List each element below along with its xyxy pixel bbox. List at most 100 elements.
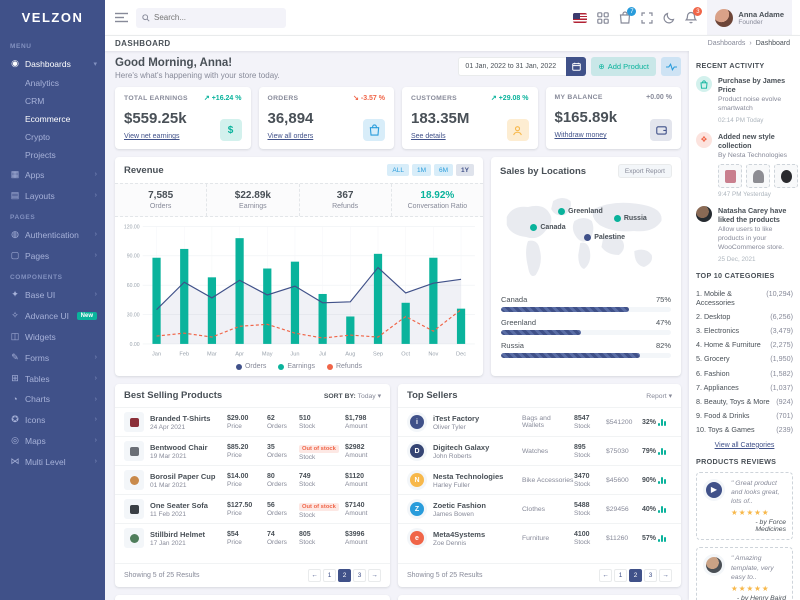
seller-logo: Z (407, 499, 427, 519)
view-all-categories-link[interactable]: View all Categories (714, 441, 775, 449)
apps-grid-button[interactable] (597, 11, 610, 24)
sort-by-dropdown[interactable]: SORT BY: Today ▾ (323, 392, 381, 400)
range-1y-button[interactable]: 1Y (456, 164, 474, 176)
category-row[interactable]: 4. Home & Furniture (2,275) (696, 340, 793, 350)
dark-mode-button[interactable] (663, 12, 675, 24)
page-2-button[interactable]: 2 (629, 569, 642, 582)
page-3-button[interactable]: 3 (353, 569, 366, 582)
sidebar-item-projects[interactable]: Projects (25, 150, 56, 160)
view-all-orders-link[interactable]: View all orders (267, 133, 314, 140)
location-row-canada: Canada 75% (501, 295, 671, 312)
range-1m-button[interactable]: 1M (411, 164, 432, 176)
sidebar-item-multi-level[interactable]: ⋈ Multi Level › (10, 456, 98, 467)
category-row[interactable]: 9. Food & Drinks (701) (696, 411, 793, 421)
sidebar-item-base-ui[interactable]: ✦ Base UI › (11, 289, 97, 300)
seller-row[interactable]: D Digitech Galaxy John Roberts Watches 89… (398, 436, 681, 465)
panel-toggle-button[interactable] (661, 57, 681, 76)
category-row[interactable]: 2. Desktop (6,256) (696, 311, 793, 321)
layouts-icon: ▤ (10, 190, 20, 200)
prev-page-button[interactable]: ← (308, 569, 321, 582)
seller-row[interactable]: Z Zoetic Fashion James Bowen Clothes 5488… (398, 494, 681, 523)
sidebar-item-advance-ui[interactable]: ✧ Advance UI New (0, 305, 105, 326)
map-marker-greenland[interactable]: Greenland (558, 208, 603, 216)
withdraw-money-link[interactable]: Withdraw money (554, 132, 607, 139)
next-page-button[interactable]: → (368, 569, 381, 582)
page-1-button[interactable]: 1 (614, 569, 627, 582)
prev-page-button[interactable]: ← (599, 569, 612, 582)
category-row[interactable]: 10. Toys & Games (239) (696, 425, 793, 435)
seller-row[interactable]: N Nesta Technologies Harley Fuller Bike A… (398, 465, 681, 494)
product-row[interactable]: Branded T-Shirts 24 Apr 2021 $29.00 Price … (115, 407, 390, 436)
page-3-button[interactable]: 3 (644, 569, 657, 582)
sidebar-item-widgets[interactable]: ◫ Widgets (10, 331, 56, 342)
review-card[interactable]: ▶ " Great product and looks great, lots … (696, 471, 793, 541)
notifications-button[interactable]: 3 (685, 7, 703, 24)
category-row[interactable]: 5. Grocery (1,950) (696, 354, 793, 364)
date-range-input[interactable] (458, 57, 567, 76)
activity-item[interactable]: Natasha Carey have liked the products Al… (696, 206, 793, 263)
product-row[interactable]: Stillbird Helmet 17 Jan 2021 $54 Price 74 O… (115, 523, 390, 552)
export-report-button[interactable]: Export Report (617, 164, 672, 178)
map-marker-palestine[interactable]: Palestine (584, 234, 625, 242)
product-image (124, 528, 144, 548)
brand-logo[interactable]: VELZON (21, 10, 84, 25)
world-map[interactable]: Greenland Canada Russia Palestine (499, 187, 673, 283)
sidebar-item-apps[interactable]: ▦ Apps › (10, 169, 97, 180)
sidebar-item-tables[interactable]: ⊞ Tables › (11, 373, 97, 384)
date-range-picker[interactable] (458, 57, 587, 76)
add-product-button[interactable]: ⊕ Add Product (591, 57, 656, 76)
product-thumbnail[interactable] (746, 164, 770, 189)
sidebar-item-crypto[interactable]: Crypto (25, 132, 51, 142)
user-menu[interactable]: Anna Adame Founder (707, 0, 792, 35)
out-of-stock-badge: Out of stock (299, 444, 339, 453)
search-input[interactable] (154, 13, 264, 22)
category-row[interactable]: 8. Beauty, Toys & More (924) (696, 396, 793, 406)
sidebar-item-dashboards[interactable]: ◉ Dashboards ▾ (11, 58, 97, 69)
product-row[interactable]: Borosil Paper Cup 01 Mar 2021 $14.00 Price… (115, 465, 390, 494)
activity-item[interactable]: Purchase by James Price Product noise ev… (696, 76, 793, 124)
category-row[interactable]: 7. Appliances (1,037) (696, 382, 793, 392)
stat-card-my-balance: MY BALANCE +0.00 % $165.89k Withdraw mon… (545, 87, 681, 149)
map-marker-canada[interactable]: Canada (530, 224, 566, 232)
activity-item[interactable]: ❖ Added new style collection By Nesta Te… (696, 131, 798, 198)
range-all-button[interactable]: ALL (387, 164, 409, 176)
next-page-button[interactable]: → (659, 569, 672, 582)
fullscreen-button[interactable] (641, 11, 654, 24)
seller-row[interactable]: i iTest Factory Oliver Tyler Bags and Wal… (398, 407, 681, 436)
marker-pin-icon (558, 208, 566, 216)
sidebar-item-maps[interactable]: ◎ Maps › (11, 435, 97, 446)
calendar-button[interactable] (566, 57, 587, 76)
category-row[interactable]: 3. Electronics (3,479) (696, 325, 793, 335)
page-2-button[interactable]: 2 (338, 569, 351, 582)
sidebar-item-forms[interactable]: ✎ Forms › (11, 352, 97, 363)
product-row[interactable]: One Seater Sofa 11 Feb 2021 $127.50 Price … (115, 494, 390, 523)
breadcrumb-root[interactable]: Dashboards (707, 40, 746, 47)
seller-row[interactable]: e Meta4Systems Zoe Dennis Furniture 4100 S… (398, 523, 681, 552)
language-flag-button[interactable] (573, 12, 588, 23)
view-net-earnings-link[interactable]: View net earnings (124, 133, 180, 140)
sidebar-item-layouts[interactable]: ▤ Layouts › (10, 190, 97, 201)
sidebar-item-pages[interactable]: ▢ Pages › (10, 250, 97, 261)
map-marker-russia[interactable]: Russia (613, 214, 647, 222)
product-thumbnail[interactable] (774, 164, 798, 189)
product-thumbnail[interactable] (718, 164, 742, 189)
sidebar-item-authentication[interactable]: ◍ Authentication › (11, 229, 97, 240)
sidebar-item-analytics[interactable]: Analytics (25, 78, 60, 88)
search-box[interactable] (136, 7, 286, 28)
cart-button[interactable]: 7 (619, 7, 637, 24)
sidebar-item-crm[interactable]: CRM (25, 96, 45, 106)
category-row[interactable]: 1. Mobile & Accessories (10,294) (696, 288, 793, 307)
review-card[interactable]: " Amazing template, very easy to.. ★★★★★… (696, 547, 793, 600)
product-row[interactable]: Bentwood Chair 19 Mar 2021 $85.20 Price 35… (115, 436, 390, 465)
range-6m-button[interactable]: 6M (434, 164, 454, 176)
hamburger-menu-icon[interactable] (115, 12, 128, 23)
page-1-button[interactable]: 1 (323, 569, 336, 582)
sidebar-item-ecommerce[interactable]: Ecommerce (25, 114, 71, 124)
category-row[interactable]: 6. Fashion (1,582) (696, 368, 793, 378)
tables-icon: ⊞ (11, 373, 19, 383)
sidebar-item-icons[interactable]: ✪ Icons › (11, 414, 97, 425)
stat-label: ORDERS (267, 94, 299, 102)
report-dropdown[interactable]: Report ▾ (646, 392, 672, 400)
see-details-link[interactable]: See details (411, 133, 446, 140)
sidebar-item-charts[interactable]: ◔ Charts › (0, 389, 105, 409)
